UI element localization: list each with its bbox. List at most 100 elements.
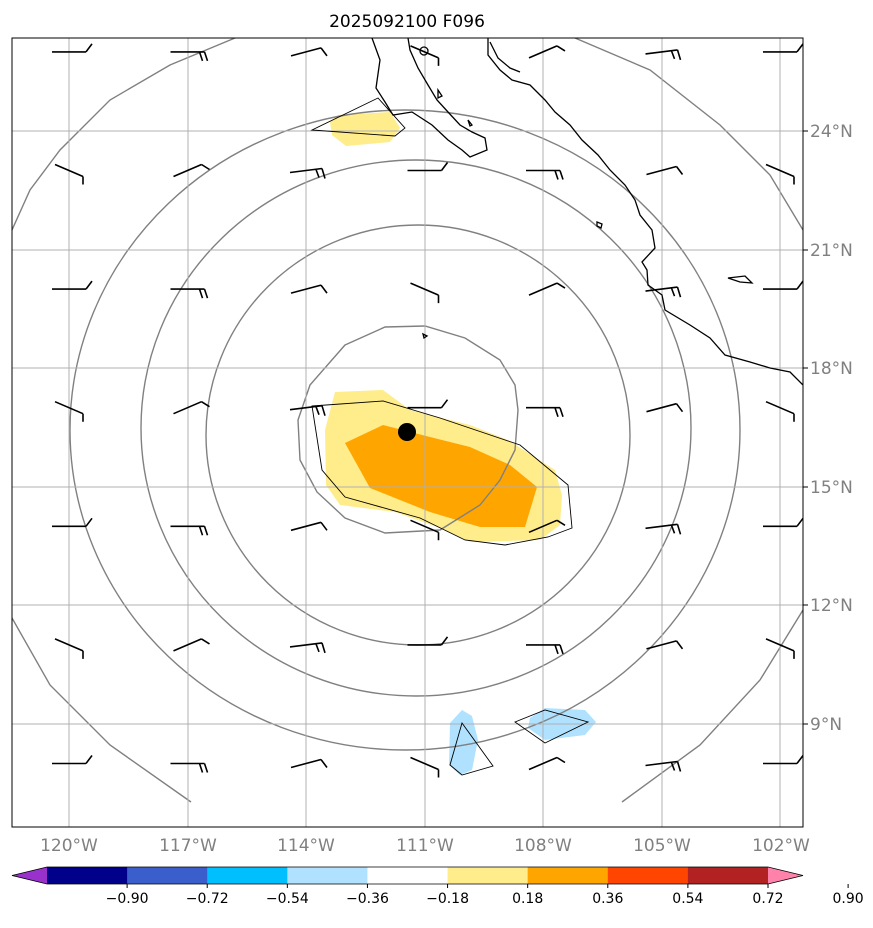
lon-label: 108°W: [514, 836, 572, 856]
wind-barbs: [52, 43, 803, 778]
colorbar-tick-label: 0.54: [672, 891, 703, 907]
contour-ring-3: [140, 159, 692, 697]
lon-label: 102°W: [752, 836, 810, 856]
wind-barb: [410, 282, 440, 304]
gulf-coast-east: [489, 41, 521, 73]
wind-barb: [54, 163, 84, 185]
wind-barb: [528, 756, 566, 771]
lat-label: 21°N: [810, 241, 853, 261]
lon-label: 117°W: [159, 836, 217, 856]
lat-label: 18°N: [810, 359, 853, 379]
wind-barb: [410, 519, 440, 541]
mainland-coast: [487, 38, 803, 386]
latitude-labels: 24°N 21°N 18°N 15°N 12°N 9°N: [810, 122, 853, 735]
wind-barb: [173, 400, 210, 415]
wind-barb: [765, 638, 795, 659]
lat-label: 9°N: [810, 715, 842, 735]
wind-barb: [170, 51, 209, 62]
wind-barb: [645, 286, 682, 298]
wind-barb: [52, 280, 93, 290]
wind-barb: [645, 523, 682, 535]
contour-ring-5: [12, 38, 803, 803]
island-tip: [437, 87, 443, 100]
wind-barb: [407, 636, 449, 646]
wind-barb: [526, 169, 564, 180]
colorbar-tick-label: −0.90: [106, 891, 149, 907]
colorbar-segment: [207, 867, 288, 884]
colorbar-tick-label: 0.72: [752, 891, 783, 907]
wind-barb: [170, 762, 209, 773]
outline-north: [310, 97, 406, 137]
lat-label: 15°N: [810, 478, 853, 498]
wind-barb: [410, 756, 440, 778]
wind-barb: [407, 399, 449, 409]
wind-barb: [290, 47, 328, 57]
wind-barb: [170, 525, 209, 536]
wind-barb: [52, 43, 93, 53]
lon-label: 105°W: [633, 836, 691, 856]
wind-barb: [763, 517, 803, 528]
colorbar-tick-label: −0.72: [186, 891, 229, 907]
gridlines: [12, 38, 803, 827]
wind-barb: [528, 519, 566, 534]
figure-title: 2025092100 F096: [329, 12, 485, 32]
colorbar-extend-high: [768, 867, 803, 884]
lon-label: 114°W: [277, 836, 335, 856]
colorbar-segment: [527, 867, 609, 884]
wind-barb: [410, 45, 440, 66]
colorbar-segment: [607, 867, 689, 884]
colorbar-segment: [287, 867, 368, 884]
wind-barb: [765, 400, 795, 422]
wind-barb: [289, 404, 326, 416]
wind-barb: [646, 640, 684, 650]
negative-anomaly-shade-south: [449, 710, 478, 775]
colorbar-outline: [11, 866, 804, 885]
positive-anomaly-shade-north: [330, 112, 400, 146]
colorbar-segment: [447, 867, 529, 884]
wind-barb: [526, 406, 564, 417]
wind-barb: [290, 758, 328, 769]
outline-east: [514, 709, 590, 744]
island-tiny-east: [422, 332, 429, 340]
island-small: [419, 46, 429, 56]
wind-barb: [645, 760, 682, 772]
wind-barb: [173, 163, 210, 178]
wind-barb: [528, 45, 566, 59]
map-frame: [11, 37, 804, 828]
wind-barb: [763, 280, 803, 290]
wind-barb: [765, 163, 795, 185]
colorbar-tick-label: 0.90: [833, 891, 864, 907]
colorbar-tick-label: −0.18: [426, 891, 469, 907]
wind-barb: [52, 755, 93, 765]
wind-barb: [763, 43, 803, 53]
colorbar-segment: [47, 867, 128, 884]
lon-label: 111°W: [396, 836, 454, 856]
colorbar-segment: [687, 867, 769, 884]
island-islas: [727, 275, 754, 284]
wind-barb: [646, 402, 684, 413]
wind-barb: [170, 288, 209, 299]
wind-barb: [52, 517, 93, 528]
baja-coast: [371, 38, 488, 158]
lat-label: 12°N: [810, 596, 853, 616]
colorbar-extend-low: [12, 867, 47, 884]
colorbar-tick-label: 0.36: [592, 891, 623, 907]
wind-barb: [290, 521, 328, 532]
colorbar-segment: [127, 867, 208, 884]
wind-barb: [645, 49, 682, 61]
contour-ring-1: [297, 325, 519, 534]
colorbar-tick-label: 0.18: [512, 891, 543, 907]
wind-barb: [528, 282, 566, 296]
axis-ticks: [803, 130, 808, 725]
outline-center: [311, 400, 573, 546]
island-tres-marias: [596, 221, 603, 229]
outline-south: [449, 721, 494, 776]
wind-barb: [54, 638, 84, 659]
colorbar: −0.90 −0.72 −0.54 −0.36 −0.18 0.18 0.36 0.54 0.7…: [11, 866, 864, 907]
wind-barb: [290, 284, 328, 294]
colorbar-tick-label: −0.54: [266, 891, 309, 907]
contour-ring-4: [69, 109, 741, 751]
wind-barb: [54, 400, 84, 422]
coastline: [371, 38, 803, 386]
